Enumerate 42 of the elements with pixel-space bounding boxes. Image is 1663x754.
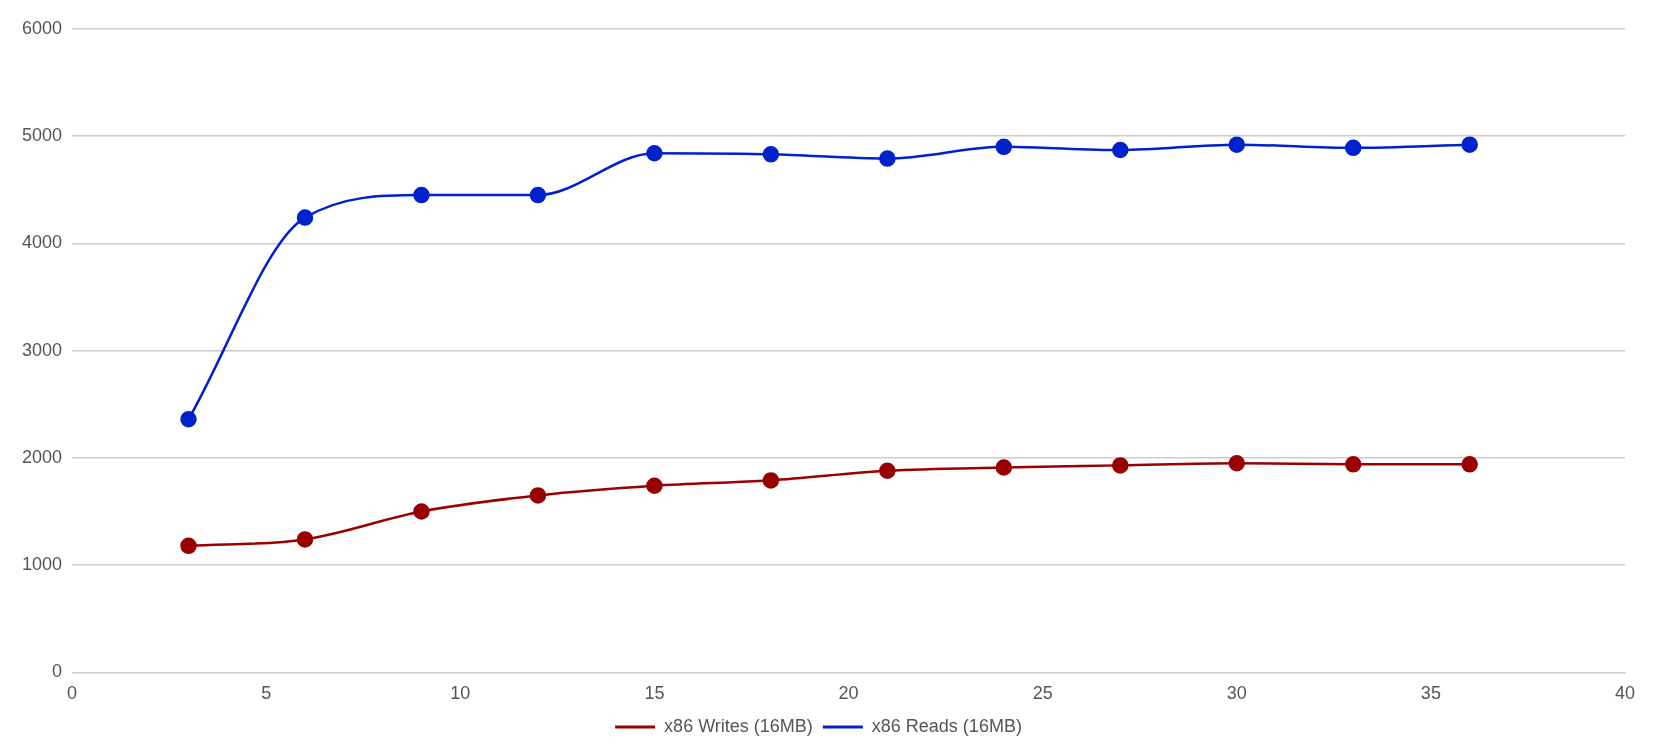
x-tick-label: 25: [1032, 683, 1053, 704]
point: [180, 411, 197, 428]
x-tick-label: 0: [67, 683, 78, 704]
point: [1344, 456, 1362, 473]
point: [529, 487, 547, 504]
x-tick-label: 35: [1420, 683, 1441, 704]
point: [180, 537, 197, 555]
point: [1461, 136, 1478, 153]
point: [1112, 457, 1129, 474]
point: [646, 144, 663, 162]
legend-label: x86 Reads (16MB): [871, 715, 1022, 736]
point: [1228, 136, 1246, 153]
point: [1461, 456, 1478, 473]
point: [413, 503, 430, 520]
point: [1112, 141, 1129, 159]
legend-label: x86 Writes (16MB): [664, 715, 813, 736]
y-tick-label: 4000: [22, 232, 63, 253]
point: [646, 477, 663, 495]
x-tick-label: 5: [261, 683, 272, 704]
point: [879, 462, 896, 479]
point: [762, 146, 780, 163]
point: [1228, 454, 1246, 472]
x-tick-label: 15: [644, 683, 665, 704]
y-tick-label: 2000: [22, 446, 63, 467]
y-tick-label: 3000: [22, 339, 63, 360]
point: [296, 531, 314, 548]
x-tick-label: 40: [1614, 683, 1636, 704]
point: [296, 209, 314, 226]
y-tick-label: 5000: [22, 125, 63, 146]
x-tick-label: 10: [450, 683, 471, 704]
point: [879, 150, 896, 167]
x-tick-label: 20: [838, 683, 859, 704]
point: [995, 138, 1013, 156]
x-tick-label: 30: [1226, 683, 1247, 704]
point: [1344, 139, 1362, 157]
y-tick-label: 6000: [22, 17, 63, 38]
point: [529, 186, 547, 204]
y-tick-label: 1000: [22, 554, 63, 575]
point: [995, 459, 1013, 476]
y-tick-label: 0: [52, 661, 63, 682]
point: [762, 472, 780, 489]
point: [413, 186, 430, 204]
